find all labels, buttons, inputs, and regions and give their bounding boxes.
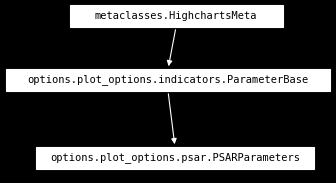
Text: options.plot_options.psar.PSARParameters: options.plot_options.psar.PSARParameters (50, 153, 300, 163)
Text: metaclasses.HighchartsMeta: metaclasses.HighchartsMeta (95, 11, 257, 21)
Text: options.plot_options.indicators.ParameterBase: options.plot_options.indicators.Paramete… (27, 74, 309, 85)
FancyBboxPatch shape (70, 5, 283, 27)
FancyBboxPatch shape (6, 69, 330, 91)
FancyBboxPatch shape (36, 147, 314, 169)
